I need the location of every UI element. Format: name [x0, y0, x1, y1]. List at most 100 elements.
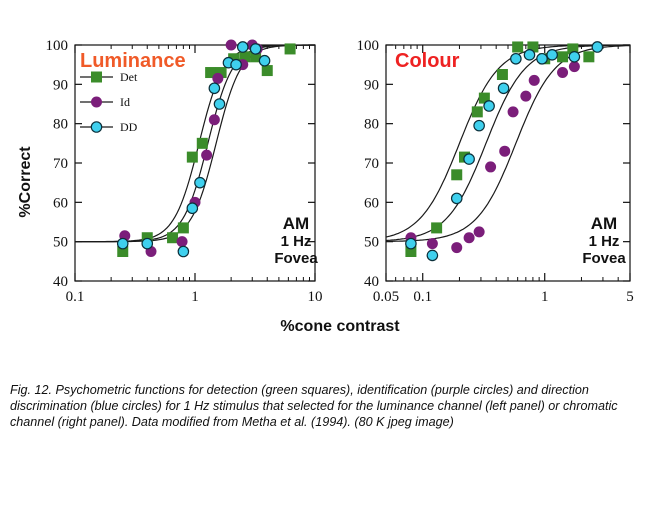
det-point	[215, 67, 227, 79]
y-tick-label: 100	[46, 38, 69, 54]
id-point	[451, 242, 463, 254]
dd-point	[213, 98, 226, 110]
id-point	[463, 232, 475, 244]
y-tick-label: 40	[364, 274, 379, 290]
id-point	[568, 61, 580, 73]
y-tick-label: 60	[364, 195, 379, 211]
dd-point	[568, 50, 581, 63]
y-tick-label: 70	[53, 156, 68, 172]
x-axis-label: %cone contrast	[280, 318, 400, 335]
det-point	[261, 65, 273, 77]
y-tick-label: 50	[364, 235, 379, 251]
det-point	[177, 222, 189, 234]
id-point	[528, 74, 540, 86]
panel-title: Luminance	[80, 50, 186, 72]
luminance-panel: 40 50 60 70 80 90 100 0.1 1 10 Luminance AM1 HzFove…	[46, 38, 323, 305]
plot-frame	[74, 44, 316, 282]
y-tick-label: 70	[364, 156, 379, 172]
x-tick-label: 5	[626, 289, 634, 305]
id-point	[485, 161, 497, 173]
panel-annotation: Fovea	[274, 250, 318, 267]
dd-point	[194, 176, 206, 189]
panel-annotation: Fovea	[582, 250, 626, 267]
panel-annotation: 1 Hz	[281, 233, 312, 250]
det-point	[405, 246, 417, 257]
det-point	[512, 41, 524, 53]
det-point	[471, 106, 483, 118]
dd-point	[473, 119, 485, 132]
id-point	[208, 114, 220, 126]
det-point	[196, 137, 208, 149]
dd-point	[591, 41, 604, 53]
dd-point	[116, 237, 129, 250]
y-tick-label: 100	[357, 38, 380, 54]
x-tick-label: 1	[541, 289, 549, 305]
det-point	[284, 43, 296, 55]
id-point	[426, 238, 438, 250]
panel-title: Colour	[395, 50, 460, 72]
dd-point	[546, 49, 558, 61]
panel-annotation: AM	[283, 214, 309, 233]
det-point	[117, 246, 129, 257]
det-point	[496, 69, 508, 80]
y-tick-label: 60	[53, 195, 68, 211]
dd-point	[405, 237, 417, 250]
id-point	[557, 67, 569, 79]
dd-point	[510, 52, 522, 65]
legend-label: Det	[120, 70, 138, 84]
id-point	[499, 145, 511, 157]
y-tick-label: 40	[53, 274, 68, 290]
x-tick-label: 1	[191, 289, 199, 305]
dd-point	[523, 49, 536, 61]
dd-point	[497, 82, 510, 95]
det-point	[186, 151, 198, 163]
dd-point	[177, 245, 190, 258]
dd-point	[236, 41, 249, 53]
y-tick-label: 90	[364, 77, 379, 93]
x-tick-label: 0.1	[66, 289, 85, 305]
det-point	[583, 51, 595, 63]
x-tick-label: 0.05	[373, 289, 399, 305]
fit-curve	[386, 45, 630, 242]
id-point	[507, 106, 519, 118]
fit-curve	[385, 44, 630, 242]
dd-point	[463, 153, 475, 165]
y-tick-label: 90	[53, 77, 68, 93]
legend-label: Id	[120, 95, 130, 109]
fit-curve	[385, 44, 630, 238]
figure-caption: Fig. 12. Psychometric functions for dete…	[10, 383, 618, 429]
id-point	[176, 236, 188, 248]
dd-point	[258, 54, 271, 67]
dd-point	[230, 58, 242, 71]
panel-annotation: AM	[591, 214, 617, 233]
y-tick-label: 50	[53, 235, 68, 251]
dd-point	[186, 202, 199, 215]
id-point	[225, 39, 237, 51]
det-point	[527, 41, 539, 53]
legend-id-marker	[91, 96, 102, 108]
dd-point	[450, 192, 463, 205]
det-point	[205, 67, 217, 79]
det-point	[567, 43, 579, 55]
det-point	[451, 169, 463, 181]
det-point	[167, 232, 179, 244]
id-point	[212, 72, 224, 84]
det-point	[239, 51, 251, 63]
det-point	[557, 51, 569, 63]
x-tick-label: 0.1	[413, 289, 432, 305]
det-point	[141, 232, 153, 244]
panel-annotation: 1 Hz	[589, 233, 620, 250]
det-point	[478, 92, 490, 104]
y-tick-label: 80	[364, 117, 379, 133]
colour-panel: 40 50 60 70 80 90 100 0.05 0.1 1 5 Colour AM1 HzFove…	[357, 38, 634, 305]
legend-det-marker	[91, 71, 102, 83]
dd-point	[426, 249, 439, 262]
dd-point	[249, 43, 262, 55]
dd-point	[208, 82, 221, 95]
x-tick-label: 10	[308, 289, 323, 305]
dd-point	[483, 100, 495, 112]
det-point	[228, 53, 240, 65]
dd-point	[536, 52, 548, 65]
det-point	[431, 222, 443, 234]
legend-dd-marker	[90, 121, 103, 133]
